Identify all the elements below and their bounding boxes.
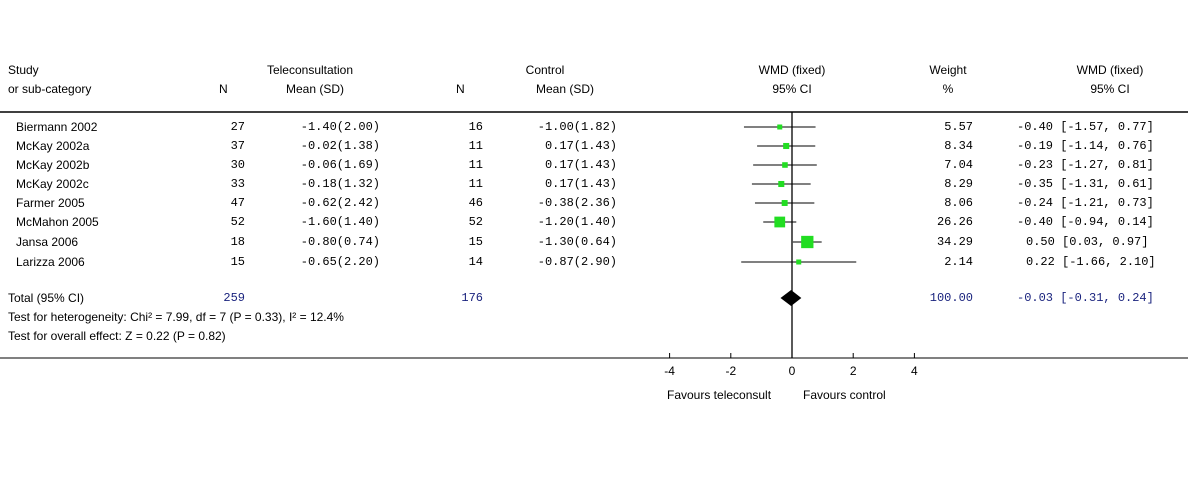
row-weight: 2.14 [944,255,973,269]
header-teleconsultation: Teleconsultation [266,63,354,77]
row-mean-sd1: -0.62(2.42) [300,196,380,210]
row-n2: 11 [468,177,483,191]
favours-left-label: Favours teleconsult [667,388,772,402]
row-wmd-ci: -0.40 [-1.57, 0.77] [1017,120,1154,134]
header-effect: WMD (fixed) [758,63,826,77]
header-effect-ci: 95% CI [772,82,812,96]
row-wmd-ci: -0.23 [-1.27, 0.81] [1017,158,1154,172]
header-mean-sd2: Mean (SD) [535,82,594,96]
point-estimate-box [796,259,802,265]
point-estimate-box [781,200,788,206]
point-estimate-box [801,235,814,249]
heterogeneity-test: Test for heterogeneity: Chi² = 7.99, df … [8,310,344,324]
total-weight: 100.00 [929,291,973,305]
header-weight-pct: % [942,82,954,96]
row-study-name: Biermann 2002 [16,120,98,134]
row-study-name: McKay 2002b [16,158,90,172]
row-mean-sd2: 0.17(1.43) [544,158,617,172]
row-n1: 52 [230,215,245,229]
row-weight: 8.06 [944,196,973,210]
row-n1: 18 [230,235,245,249]
row-mean-sd2: -1.30(0.64) [537,235,617,249]
axis-tick-label: 0 [789,364,796,378]
row-weight: 8.34 [944,139,973,153]
overall-effect-test: Test for overall effect: Z = 0.22 (P = 0… [8,329,226,343]
row-mean-sd2: 0.17(1.43) [544,177,617,191]
axis-tick-label: 4 [911,364,918,378]
pooled-diamond [780,290,802,306]
header-mean-sd1: Mean (SD) [285,82,344,96]
row-mean-sd2: -1.00(1.82) [537,120,617,134]
row-n1: 37 [230,139,245,153]
total-label: Total (95% CI) [8,291,85,305]
row-n2: 52 [468,215,483,229]
row-wmd-ci: -0.19 [-1.14, 0.76] [1017,139,1154,153]
row-mean-sd2: -0.87(2.90) [537,255,617,269]
row-n1: 27 [230,120,245,134]
row-mean-sd1: -1.40(2.00) [300,120,380,134]
point-estimate-box [774,216,786,228]
row-wmd-ci: 0.22 [-1.66, 2.10] [1026,255,1156,269]
row-wmd-ci: -0.40 [-0.94, 0.14] [1017,215,1154,229]
row-n2: 11 [468,139,483,153]
header-subcategory: or sub-category [8,82,92,96]
axis-tick-label: 2 [850,364,857,378]
total-n1: 259 [223,291,245,305]
total-wmd: -0.03 [-0.31, 0.24] [1017,291,1154,305]
header-study: Study [8,63,39,77]
row-n1: 47 [230,196,245,210]
row-n1: 33 [230,177,245,191]
row-weight: 34.29 [936,235,973,249]
row-study-name: Farmer 2005 [16,196,85,210]
row-mean-sd2: -1.20(1.40) [537,215,617,229]
row-weight: 26.26 [936,215,973,229]
row-n2: 11 [468,158,483,172]
row-n2: 14 [468,255,483,269]
row-mean-sd1: -0.06(1.69) [300,158,380,172]
row-n2: 16 [468,120,483,134]
header-n1: N [219,82,228,96]
point-estimate-box [777,124,783,130]
row-study-name: McKay 2002a [16,139,90,153]
row-mean-sd1: -0.18(1.32) [300,177,380,191]
row-wmd-ci: -0.24 [-1.21, 0.73] [1017,196,1154,210]
row-n2: 46 [468,196,483,210]
header-effect-right: WMD (fixed) [1076,63,1144,77]
row-n1: 15 [230,255,245,269]
row-weight: 5.57 [944,120,973,134]
axis-tick-label: -4 [664,364,675,378]
row-study-name: McKay 2002c [16,177,89,191]
row-n2: 15 [468,235,483,249]
row-mean-sd1: -1.60(1.40) [300,215,380,229]
row-wmd-ci: -0.35 [-1.31, 0.61] [1017,177,1154,191]
row-weight: 7.04 [944,158,973,172]
header-control: Control [525,63,565,77]
row-mean-sd1: -0.80(0.74) [300,235,380,249]
row-n1: 30 [230,158,245,172]
row-study-name: Larizza 2006 [16,255,85,269]
header-n2: N [456,82,465,96]
row-study-name: McMahon 2005 [16,215,99,229]
row-mean-sd2: 0.17(1.43) [544,139,617,153]
point-estimate-box [782,162,788,168]
header-weight: Weight [929,63,967,77]
axis-tick-label: -2 [725,364,736,378]
row-mean-sd1: -0.02(1.38) [300,139,380,153]
point-estimate-box [783,142,790,150]
header-effect-ci-right: 95% CI [1090,82,1130,96]
row-study-name: Jansa 2006 [16,235,79,249]
row-mean-sd1: -0.65(2.20) [300,255,380,269]
row-weight: 8.29 [944,177,973,191]
total-n2: 176 [461,291,483,305]
row-mean-sd2: -0.38(2.36) [537,196,617,210]
favours-right-label: Favours control [803,388,886,402]
row-wmd-ci: 0.50 [0.03, 0.97] [1026,235,1149,249]
point-estimate-box [778,180,785,188]
